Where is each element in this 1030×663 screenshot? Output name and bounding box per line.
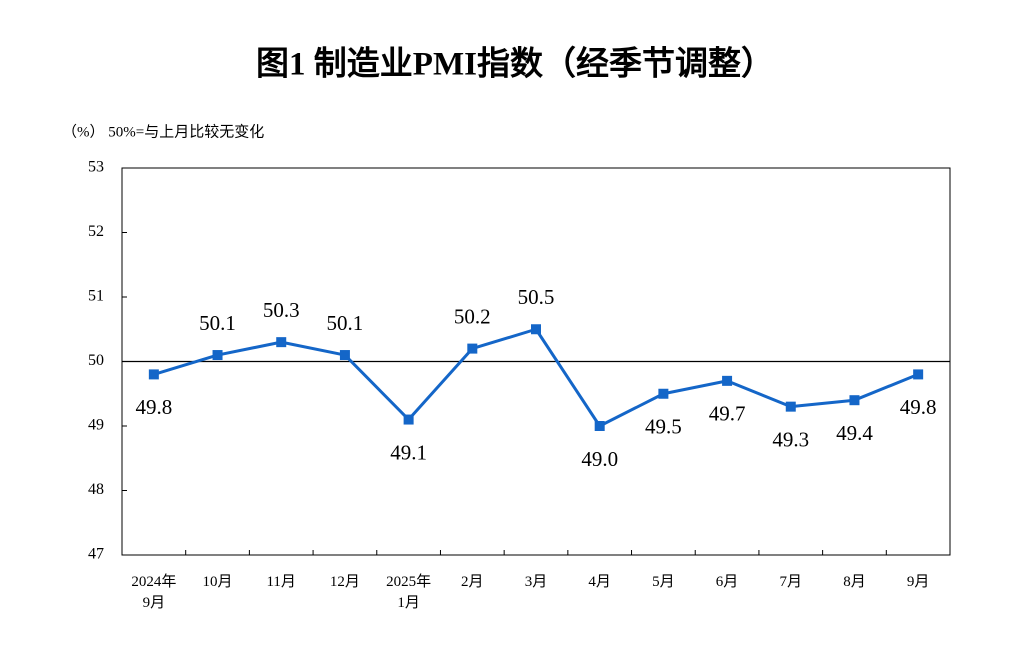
x-tick-label: 12月 bbox=[329, 574, 360, 590]
x-tick-label: 4月 bbox=[588, 574, 611, 590]
x-tick-label: 6月 bbox=[715, 574, 739, 590]
x-tick-label: 3月 bbox=[524, 574, 548, 590]
x-tick-label: 2025年 1月 bbox=[386, 574, 432, 611]
marker bbox=[276, 337, 287, 348]
marker bbox=[212, 350, 223, 361]
marker bbox=[467, 343, 478, 354]
x-tick-label: 2024年 9月 bbox=[131, 574, 177, 611]
data-label: 49.0 bbox=[581, 447, 618, 471]
marker bbox=[722, 375, 733, 386]
data-label: 49.7 bbox=[709, 402, 746, 426]
data-label: 50.2 bbox=[454, 304, 491, 328]
marker bbox=[849, 395, 860, 406]
chart-subtitle: （%） 50%=与上月比较无变化 bbox=[62, 122, 264, 140]
x-tick-label: 7月 bbox=[779, 574, 803, 590]
x-tick-label: 2月 bbox=[461, 574, 484, 590]
data-label: 49.8 bbox=[900, 395, 937, 419]
chart-title: 图1 制造业PMI指数（经季节调整） bbox=[256, 46, 774, 83]
data-label: 49.3 bbox=[772, 427, 809, 451]
marker bbox=[148, 369, 159, 380]
marker bbox=[658, 388, 669, 399]
data-label: 50.3 bbox=[263, 298, 300, 322]
marker bbox=[594, 421, 605, 431]
marker bbox=[785, 401, 796, 412]
y-tick-label: 48 bbox=[88, 481, 104, 498]
data-label: 50.1 bbox=[199, 311, 236, 335]
y-tick-label: 51 bbox=[88, 288, 104, 305]
data-label: 50.1 bbox=[327, 311, 364, 335]
x-tick-label: 10月 bbox=[202, 574, 233, 590]
y-tick-label: 49 bbox=[88, 417, 104, 434]
data-label: 49.4 bbox=[836, 421, 873, 445]
y-tick-label: 50 bbox=[88, 352, 104, 369]
marker bbox=[403, 414, 414, 425]
data-label: 49.8 bbox=[135, 395, 172, 419]
x-tick-label: 9月 bbox=[906, 574, 930, 590]
data-label: 49.1 bbox=[390, 440, 427, 464]
marker bbox=[531, 324, 541, 335]
marker bbox=[339, 350, 350, 361]
data-label: 49.5 bbox=[645, 415, 682, 439]
x-tick-label: 8月 bbox=[843, 574, 866, 590]
y-tick-label: 52 bbox=[88, 223, 104, 240]
y-tick-label: 53 bbox=[88, 159, 104, 176]
x-tick-label: 11月 bbox=[266, 574, 296, 590]
line bbox=[153, 327, 919, 428]
marker bbox=[913, 369, 924, 380]
x-tick-label: 5月 bbox=[652, 574, 675, 590]
data-label: 50.5 bbox=[518, 285, 555, 309]
y-tick-label: 47 bbox=[88, 546, 104, 563]
